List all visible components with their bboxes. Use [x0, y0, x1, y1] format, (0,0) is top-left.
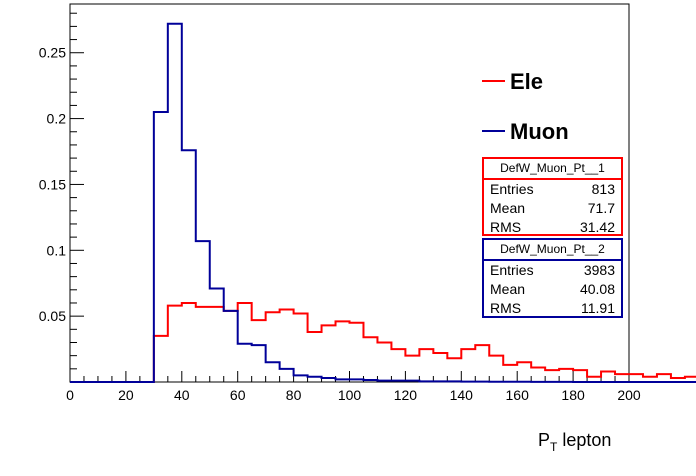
legend-label-muon: Muon — [510, 119, 569, 144]
stats-label: Mean — [490, 200, 526, 216]
x-tick-label: 40 — [174, 387, 190, 403]
y-tick-label: 0.15 — [39, 176, 66, 192]
series-group — [70, 22, 696, 383]
stats-value: 71.7 — [587, 200, 615, 216]
x-tick-label: 180 — [561, 387, 585, 403]
stats-row-entries: Entries 3983 — [484, 261, 621, 280]
histogram-series-muon — [70, 22, 696, 383]
x-tick-label: 20 — [118, 387, 134, 403]
histogram-series-ele — [70, 301, 696, 383]
x-tick-label: 200 — [617, 387, 641, 403]
stats-label: Entries — [490, 262, 534, 278]
y-axis: 0.05 0.1 0.15 0.2 0.25 — [39, 12, 84, 370]
stats-value: 40.08 — [579, 281, 615, 297]
stats-row-entries: Entries 813 — [484, 180, 621, 199]
stats-row-mean: Mean 40.08 — [484, 280, 621, 299]
stats-value: 813 — [591, 181, 615, 197]
stats-value: 3983 — [583, 262, 615, 278]
stats-row-mean: Mean 71.7 — [484, 199, 621, 218]
y-tick-label: 0.2 — [47, 111, 67, 127]
stats-box-muon: DefW_Muon_Pt__2 Entries 3983 Mean 40.08 … — [482, 238, 623, 318]
stats-box-ele: DefW_Muon_Pt__1 Entries 813 Mean 71.7 RM… — [482, 157, 623, 236]
legend: Ele Muon — [482, 69, 569, 144]
x-tick-label: 160 — [506, 387, 530, 403]
stats-title-muon: DefW_Muon_Pt__2 — [484, 240, 621, 261]
stats-row-rms: RMS 11.91 — [484, 299, 621, 318]
stats-title-ele: DefW_Muon_Pt__1 — [484, 159, 621, 180]
x-axis: 0 20 40 60 80 100 120 140 160 180 200 — [66, 371, 641, 403]
legend-label-ele: Ele — [510, 69, 543, 94]
stats-label: Mean — [490, 281, 526, 297]
x-tick-label: 100 — [338, 387, 362, 403]
stats-label: RMS — [490, 219, 522, 235]
y-tick-label: 0.25 — [39, 45, 66, 61]
stats-row-rms: RMS 31.42 — [484, 218, 621, 237]
x-tick-label: 120 — [394, 387, 418, 403]
stats-value: 31.42 — [579, 219, 615, 235]
x-axis-title: PT lepton — [538, 430, 611, 454]
x-tick-label: 140 — [450, 387, 474, 403]
x-axis-title-rest: lepton — [557, 430, 611, 450]
y-tick-label: 0.1 — [47, 242, 67, 258]
x-tick-label: 60 — [230, 387, 246, 403]
stats-label: Entries — [490, 181, 534, 197]
x-axis-title-main: P — [538, 430, 550, 450]
stats-value: 11.91 — [581, 300, 615, 316]
x-tick-label: 0 — [66, 387, 74, 403]
y-tick-label: 0.05 — [39, 308, 66, 324]
x-axis-title-sub: T — [550, 440, 558, 454]
stats-label: RMS — [490, 300, 522, 316]
x-tick-label: 80 — [286, 387, 302, 403]
